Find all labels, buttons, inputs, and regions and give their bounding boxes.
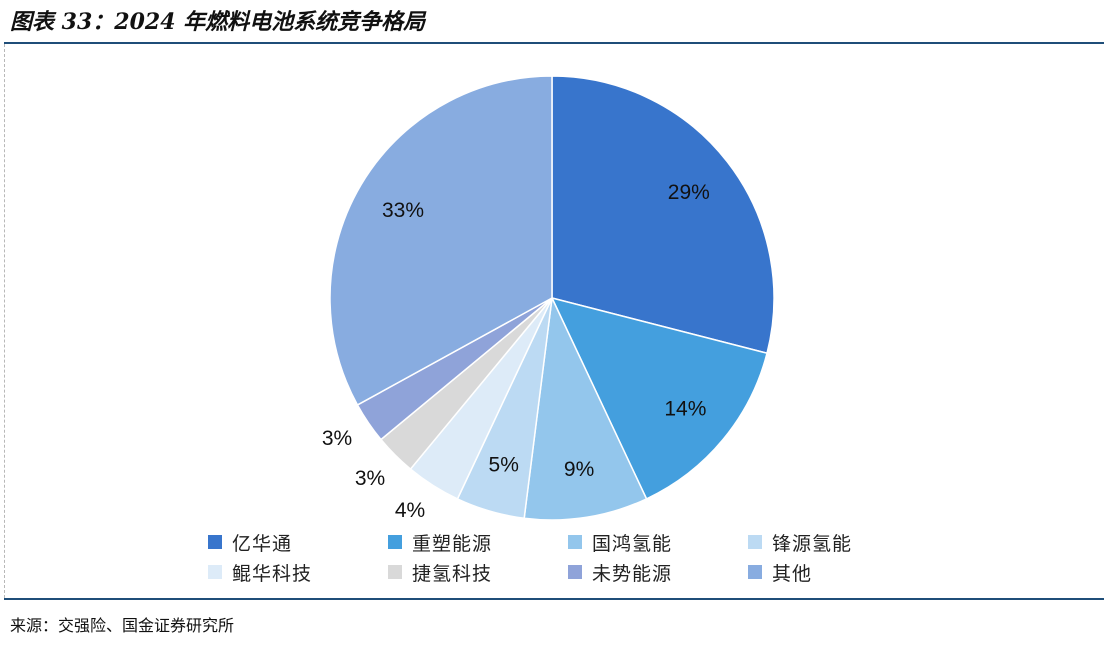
legend-label: 鲲华科技 [232,562,313,585]
chart-legend: 亿华通 重塑能源 国鸿氢能 锋源氢能鲲华科技 捷氢科技 未势能源 其他 [208,530,928,585]
legend-swatch [568,535,582,549]
legend-item-1: 亿华通 [208,530,388,555]
legend-label: 捷氢科技 [412,562,493,585]
source-divider [4,598,1104,600]
data-label-7: 3% [322,427,352,450]
legend-item-5: 鲲华科技 [208,560,388,585]
data-label-8: 33% [382,199,424,222]
legend-swatch [748,535,762,549]
source-note: 来源：交强险、国金证券研究所 [10,616,235,635]
legend-label: 国鸿氢能 [592,532,673,555]
legend-swatch [388,535,402,549]
data-label-5: 4% [395,499,425,522]
legend-label: 其他 [772,562,813,585]
data-label-1: 29% [668,181,710,204]
pie-slice-8 [329,75,553,406]
legend-swatch [208,565,222,579]
pie-slice-1 [551,75,775,355]
data-label-3: 9% [564,458,594,481]
legend-swatch [208,535,222,549]
data-label-2: 14% [664,397,706,420]
legend-label: 未势能源 [592,562,673,585]
legend-item-2: 重塑能源 [388,530,568,555]
legend-label: 重塑能源 [412,532,493,555]
data-label-6: 3% [355,467,385,490]
legend-swatch [388,565,402,579]
legend-item-4: 锋源氢能 [748,530,928,555]
pie-slice-2 [550,296,768,500]
data-label-4: 5% [489,453,519,476]
pie-chart: 29% 14% 9% 5% 4% 3%3% 33% [322,75,775,522]
pie-slice-3 [523,295,648,521]
legend-item-7: 未势能源 [568,560,748,585]
legend-item-8: 其他 [748,560,928,585]
left-border [4,44,5,598]
pie-data-labels: 29% 14% 9% 5% 4% 3%3% 33% [322,181,710,522]
figure-title: 图表 33：2024 年燃料电池系统竞争格局 [10,9,426,35]
legend-item-6: 捷氢科技 [388,560,568,585]
legend-swatch [748,565,762,579]
legend-label: 锋源氢能 [772,532,853,555]
pie-slices [329,75,775,521]
title-divider [4,42,1104,44]
legend-item-3: 国鸿氢能 [568,530,748,555]
legend-swatch [568,565,582,579]
legend-label: 亿华通 [232,532,293,555]
